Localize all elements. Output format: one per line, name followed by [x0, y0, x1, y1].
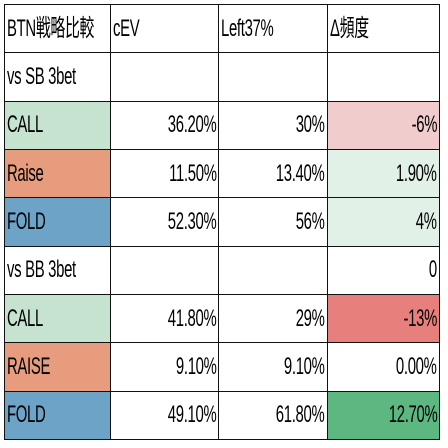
- table-row: FOLD 52.30% 56% 4%: [3, 197, 441, 247]
- header-row: BTN戦略比較 cEV Left37% Δ頻度: [3, 3, 441, 54]
- cev-cell[interactable]: 49.10%: [110, 390, 220, 441]
- strategy-comparison-table: BTN戦略比較 cEV Left37% Δ頻度 vs SB 3bet CALL …: [3, 3, 441, 441]
- left-value: 56%: [295, 207, 325, 235]
- left-value: 29%: [295, 304, 325, 332]
- spreadsheet: BTN戦略比較 cEV Left37% Δ頻度 vs SB 3bet CALL …: [3, 3, 441, 441]
- header-left-cell[interactable]: Left37%: [218, 3, 328, 54]
- section-delta-cell[interactable]: 0: [326, 245, 441, 295]
- action-label: CALL: [7, 111, 43, 139]
- left-value: 9.10%: [284, 352, 325, 380]
- cev-cell[interactable]: 9.10%: [110, 342, 220, 392]
- left-value: 30%: [295, 111, 325, 139]
- cev-cell[interactable]: 41.80%: [110, 293, 220, 344]
- left-cell[interactable]: 9.10%: [218, 342, 328, 392]
- empty-cell[interactable]: [218, 245, 328, 295]
- delta-cell[interactable]: 12.70%: [326, 390, 441, 441]
- header-label-cell[interactable]: BTN戦略比較: [3, 3, 112, 54]
- empty-cell[interactable]: [218, 52, 328, 102]
- empty-cell[interactable]: [110, 52, 220, 102]
- left-cell[interactable]: 56%: [218, 197, 328, 247]
- cev-value: 36.20%: [167, 111, 217, 139]
- action-label: CALL: [7, 304, 43, 332]
- header-left: Left37%: [221, 14, 274, 42]
- delta-value: 12.70%: [388, 401, 437, 429]
- delta-cell[interactable]: 1.90%: [326, 148, 441, 199]
- cev-value: 9.10%: [175, 352, 217, 380]
- delta-cell[interactable]: 0.00%: [326, 342, 441, 392]
- table-row: RAISE 9.10% 9.10% 0.00%: [3, 342, 441, 392]
- cev-cell[interactable]: 11.50%: [110, 148, 220, 199]
- action-cell[interactable]: FOLD: [3, 390, 112, 441]
- section-title-cell[interactable]: vs SB 3bet: [3, 52, 112, 102]
- left-cell[interactable]: 61.80%: [218, 390, 328, 441]
- cev-value: 49.10%: [167, 401, 217, 429]
- left-cell[interactable]: 13.40%: [218, 148, 328, 199]
- action-label: Raise: [7, 159, 44, 187]
- header-delta-cell[interactable]: Δ頻度: [326, 3, 441, 54]
- section-title-row: vs SB 3bet: [3, 52, 441, 102]
- action-cell[interactable]: CALL: [3, 293, 112, 344]
- cev-cell[interactable]: 36.20%: [110, 100, 220, 150]
- cev-value: 11.50%: [168, 159, 217, 187]
- delta-value: -6%: [411, 111, 437, 139]
- section-delta: 0: [429, 256, 437, 284]
- action-label: FOLD: [7, 207, 46, 235]
- empty-cell[interactable]: [110, 245, 220, 295]
- table-row: CALL 36.20% 30% -6%: [3, 100, 441, 150]
- header-delta: Δ頻度: [329, 14, 369, 42]
- delta-value: 1.90%: [396, 159, 437, 187]
- table-row: Raise 11.50% 13.40% 1.90%: [3, 148, 441, 199]
- cev-cell[interactable]: 52.30%: [110, 197, 220, 247]
- left-cell[interactable]: 29%: [218, 293, 328, 344]
- header-cev: cEV: [113, 14, 140, 42]
- header-cev-cell[interactable]: cEV: [110, 3, 220, 54]
- section-title: vs BB 3bet: [7, 256, 76, 284]
- cev-value: 52.30%: [167, 207, 217, 235]
- action-cell[interactable]: Raise: [3, 148, 112, 199]
- section-title-row: vs BB 3bet 0: [3, 245, 441, 295]
- action-cell[interactable]: FOLD: [3, 197, 112, 247]
- table-row: CALL 41.80% 29% -13%: [3, 293, 441, 344]
- left-value: 13.40%: [276, 159, 325, 187]
- header-label: BTN戦略比較: [7, 14, 95, 42]
- action-label: FOLD: [7, 401, 46, 429]
- left-value: 61.80%: [276, 401, 325, 429]
- action-cell[interactable]: CALL: [3, 100, 112, 150]
- section-title-cell[interactable]: vs BB 3bet: [3, 245, 112, 295]
- action-cell[interactable]: RAISE: [3, 342, 112, 392]
- delta-cell[interactable]: -13%: [326, 293, 441, 344]
- left-cell[interactable]: 30%: [218, 100, 328, 150]
- delta-cell[interactable]: -6%: [326, 100, 441, 150]
- delta-value: -13%: [403, 304, 438, 332]
- section-delta-cell[interactable]: [326, 52, 441, 102]
- delta-cell[interactable]: 4%: [326, 197, 441, 247]
- table-row: FOLD 49.10% 61.80% 12.70%: [3, 390, 441, 441]
- delta-value: 0.00%: [396, 352, 437, 380]
- cev-value: 41.80%: [167, 304, 217, 332]
- delta-value: 4%: [416, 207, 437, 235]
- section-title: vs SB 3bet: [7, 62, 76, 90]
- action-label: RAISE: [7, 352, 51, 380]
